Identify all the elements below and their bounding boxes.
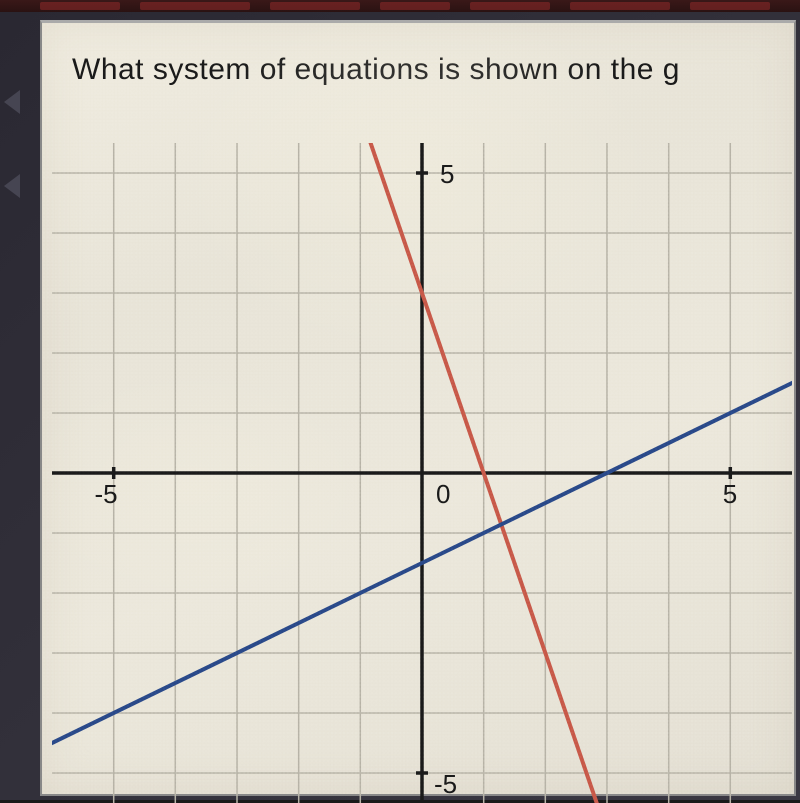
x-tick-label-5: 5 xyxy=(723,479,737,509)
left-scroll-arrows xyxy=(4,30,34,258)
window-top-strip xyxy=(0,0,800,12)
origin-label: 0 xyxy=(436,479,450,509)
question-panel: What system of equations is shown on the… xyxy=(40,20,796,796)
graph-svg: -5 0 5 5 -5 xyxy=(52,143,792,803)
question-text: What system of equations is shown on the… xyxy=(42,23,794,107)
coordinate-graph: -5 0 5 5 -5 xyxy=(52,143,792,803)
x-tick-label-neg5: -5 xyxy=(94,479,117,509)
screenshot-outer-frame: What system of equations is shown on the… xyxy=(0,0,800,800)
chevron-left-icon xyxy=(4,174,20,198)
chevron-left-icon xyxy=(4,90,20,114)
y-tick-label-neg5: -5 xyxy=(434,769,457,799)
y-tick-label-5: 5 xyxy=(440,159,454,189)
